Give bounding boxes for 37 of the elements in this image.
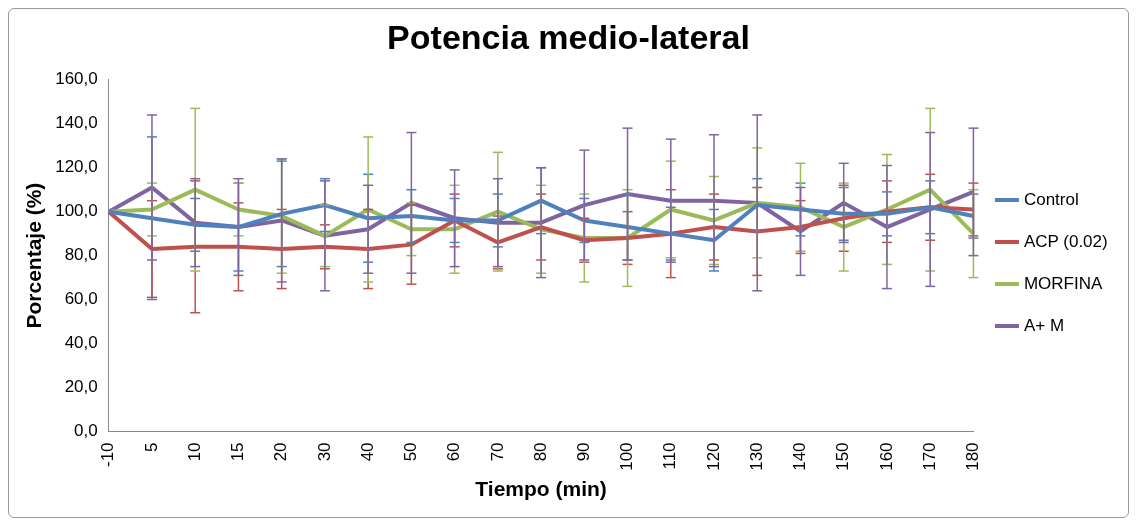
legend-label: Control (1023, 189, 1079, 209)
x-tick-label: 150 (833, 442, 853, 471)
y-tick-label: 20,0 (64, 377, 98, 397)
x-tick-label: 5 (141, 442, 161, 452)
y-tick-label: 40,0 (64, 333, 98, 353)
x-tick-label: 50 (401, 442, 421, 462)
x-tick-label: 180 (963, 442, 983, 471)
x-tick-label: 170 (919, 442, 939, 471)
x-tick-label: 20 (271, 442, 291, 462)
x-tick-label: -10 (98, 442, 118, 468)
x-tick-label: 100 (617, 442, 637, 471)
legend-label: MORFINA (1023, 273, 1103, 293)
chart-title: Potencia medio-lateral (387, 17, 750, 56)
x-tick-label: 40 (357, 442, 377, 462)
x-tick-label: 60 (444, 442, 464, 462)
y-axis-title: Porcentaje (%) (22, 182, 46, 329)
y-tick-label: 120,0 (55, 157, 98, 177)
y-tick-label: 160,0 (55, 69, 98, 89)
legend-label: ACP (0.02) (1023, 231, 1108, 251)
x-tick-label: 110 (660, 442, 680, 470)
y-tick-label: 0,0 (74, 421, 98, 441)
y-tick-label: 60,0 (64, 289, 98, 309)
x-tick-label: 90 (574, 442, 593, 462)
x-axis-title: Tiempo (min) (475, 477, 607, 501)
x-tick-label: 70 (487, 442, 507, 462)
y-tick-label: 80,0 (64, 245, 98, 265)
x-tick-label: 140 (790, 442, 810, 471)
y-tick-label: 100,0 (55, 201, 98, 221)
x-tick-label: 120 (703, 442, 723, 471)
x-tick-label: 80 (530, 442, 550, 462)
x-tick-label: 130 (746, 442, 766, 471)
x-tick-label: 160 (876, 442, 896, 471)
legend-label: A+ M (1023, 315, 1065, 335)
x-tick-label: 10 (184, 442, 204, 462)
x-tick-label: 30 (314, 442, 334, 462)
y-tick-label: 140,0 (55, 113, 98, 133)
x-tick-label: 15 (228, 442, 248, 462)
